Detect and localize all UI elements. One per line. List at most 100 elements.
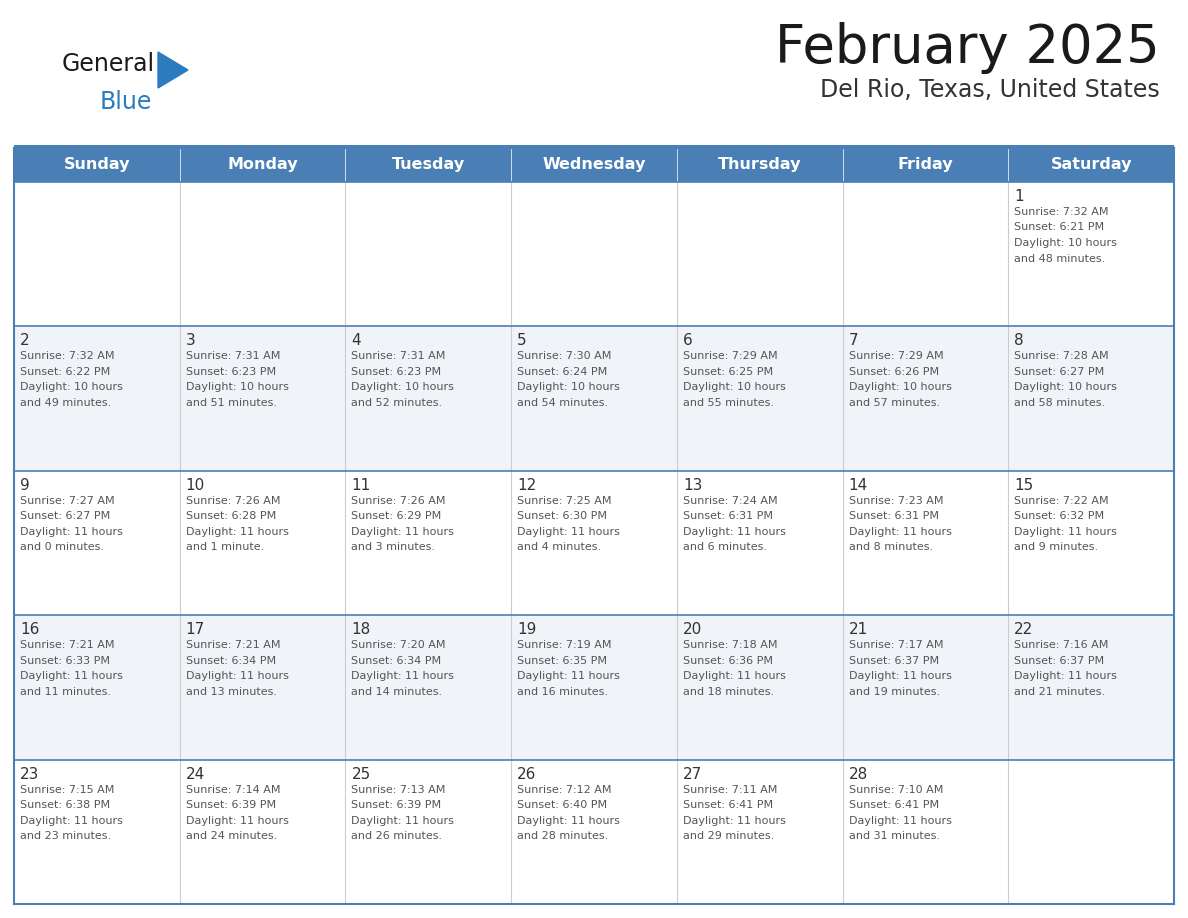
Text: Sunset: 6:23 PM: Sunset: 6:23 PM <box>352 367 442 377</box>
Text: Sunset: 6:21 PM: Sunset: 6:21 PM <box>1015 222 1105 232</box>
Text: 6: 6 <box>683 333 693 349</box>
Text: and 11 minutes.: and 11 minutes. <box>20 687 110 697</box>
Text: 16: 16 <box>20 622 39 637</box>
Text: and 55 minutes.: and 55 minutes. <box>683 397 773 408</box>
Text: Sunrise: 7:21 AM: Sunrise: 7:21 AM <box>185 640 280 650</box>
Text: Sunrise: 7:32 AM: Sunrise: 7:32 AM <box>20 352 114 362</box>
Text: Sunrise: 7:14 AM: Sunrise: 7:14 AM <box>185 785 280 795</box>
Text: Daylight: 10 hours: Daylight: 10 hours <box>1015 238 1117 248</box>
Text: Saturday: Saturday <box>1050 158 1132 173</box>
Text: Friday: Friday <box>898 158 953 173</box>
Text: Sunset: 6:38 PM: Sunset: 6:38 PM <box>20 800 110 810</box>
Text: Sunrise: 7:23 AM: Sunrise: 7:23 AM <box>848 496 943 506</box>
Text: Sunrise: 7:31 AM: Sunrise: 7:31 AM <box>185 352 280 362</box>
Text: and 6 minutes.: and 6 minutes. <box>683 543 767 553</box>
Text: 13: 13 <box>683 477 702 493</box>
Text: Sunrise: 7:32 AM: Sunrise: 7:32 AM <box>1015 207 1108 217</box>
Text: Daylight: 10 hours: Daylight: 10 hours <box>517 383 620 392</box>
Text: Daylight: 10 hours: Daylight: 10 hours <box>848 383 952 392</box>
Text: 8: 8 <box>1015 333 1024 349</box>
Text: and 1 minute.: and 1 minute. <box>185 543 264 553</box>
Text: 20: 20 <box>683 622 702 637</box>
Text: Daylight: 11 hours: Daylight: 11 hours <box>352 815 454 825</box>
Text: Monday: Monday <box>227 158 298 173</box>
Text: Sunrise: 7:29 AM: Sunrise: 7:29 AM <box>848 352 943 362</box>
Text: 18: 18 <box>352 622 371 637</box>
Text: Sunrise: 7:11 AM: Sunrise: 7:11 AM <box>683 785 777 795</box>
Text: 24: 24 <box>185 767 206 781</box>
Text: 9: 9 <box>20 477 30 493</box>
Text: Daylight: 10 hours: Daylight: 10 hours <box>185 383 289 392</box>
Text: and 52 minutes.: and 52 minutes. <box>352 397 443 408</box>
Text: Sunset: 6:22 PM: Sunset: 6:22 PM <box>20 367 110 377</box>
Text: and 29 minutes.: and 29 minutes. <box>683 831 775 841</box>
Text: Daylight: 11 hours: Daylight: 11 hours <box>185 527 289 537</box>
Text: 15: 15 <box>1015 477 1034 493</box>
Text: and 51 minutes.: and 51 minutes. <box>185 397 277 408</box>
Text: and 31 minutes.: and 31 minutes. <box>848 831 940 841</box>
Text: Wednesday: Wednesday <box>542 158 646 173</box>
Text: Daylight: 11 hours: Daylight: 11 hours <box>848 527 952 537</box>
Text: 7: 7 <box>848 333 858 349</box>
Text: Sunrise: 7:25 AM: Sunrise: 7:25 AM <box>517 496 612 506</box>
Text: Sunset: 6:36 PM: Sunset: 6:36 PM <box>683 655 773 666</box>
Text: 17: 17 <box>185 622 206 637</box>
Text: February 2025: February 2025 <box>776 22 1159 74</box>
Text: Daylight: 11 hours: Daylight: 11 hours <box>517 527 620 537</box>
Text: and 18 minutes.: and 18 minutes. <box>683 687 775 697</box>
Text: Sunrise: 7:21 AM: Sunrise: 7:21 AM <box>20 640 114 650</box>
Text: Sunset: 6:39 PM: Sunset: 6:39 PM <box>185 800 276 810</box>
Text: and 58 minutes.: and 58 minutes. <box>1015 397 1105 408</box>
Polygon shape <box>158 52 188 88</box>
Text: Sunrise: 7:30 AM: Sunrise: 7:30 AM <box>517 352 612 362</box>
Text: Daylight: 11 hours: Daylight: 11 hours <box>683 527 785 537</box>
Text: and 19 minutes.: and 19 minutes. <box>848 687 940 697</box>
Bar <box>14 471 1174 615</box>
Text: Sunrise: 7:12 AM: Sunrise: 7:12 AM <box>517 785 612 795</box>
Text: and 24 minutes.: and 24 minutes. <box>185 831 277 841</box>
Text: Sunday: Sunday <box>64 158 131 173</box>
Text: 22: 22 <box>1015 622 1034 637</box>
Text: Daylight: 11 hours: Daylight: 11 hours <box>848 671 952 681</box>
Text: and 0 minutes.: and 0 minutes. <box>20 543 105 553</box>
Bar <box>14 182 1174 327</box>
Text: Daylight: 11 hours: Daylight: 11 hours <box>683 815 785 825</box>
Text: 19: 19 <box>517 622 537 637</box>
Text: 10: 10 <box>185 477 206 493</box>
Text: Sunrise: 7:13 AM: Sunrise: 7:13 AM <box>352 785 446 795</box>
Text: Sunset: 6:23 PM: Sunset: 6:23 PM <box>185 367 276 377</box>
Text: and 26 minutes.: and 26 minutes. <box>352 831 443 841</box>
Text: Sunset: 6:26 PM: Sunset: 6:26 PM <box>848 367 939 377</box>
Text: Daylight: 11 hours: Daylight: 11 hours <box>517 671 620 681</box>
Text: 27: 27 <box>683 767 702 781</box>
Text: 3: 3 <box>185 333 196 349</box>
Text: Daylight: 10 hours: Daylight: 10 hours <box>20 383 122 392</box>
Bar <box>14 615 1174 759</box>
Text: Sunset: 6:34 PM: Sunset: 6:34 PM <box>352 655 442 666</box>
Text: Daylight: 10 hours: Daylight: 10 hours <box>683 383 785 392</box>
Text: and 57 minutes.: and 57 minutes. <box>848 397 940 408</box>
Text: Sunset: 6:25 PM: Sunset: 6:25 PM <box>683 367 773 377</box>
Bar <box>14 759 1174 904</box>
Text: 4: 4 <box>352 333 361 349</box>
Text: Sunset: 6:34 PM: Sunset: 6:34 PM <box>185 655 276 666</box>
Text: and 14 minutes.: and 14 minutes. <box>352 687 443 697</box>
Text: Sunset: 6:37 PM: Sunset: 6:37 PM <box>848 655 939 666</box>
Text: and 23 minutes.: and 23 minutes. <box>20 831 112 841</box>
Text: Daylight: 10 hours: Daylight: 10 hours <box>1015 383 1117 392</box>
Text: 25: 25 <box>352 767 371 781</box>
Text: Daylight: 11 hours: Daylight: 11 hours <box>20 671 122 681</box>
Text: Sunrise: 7:16 AM: Sunrise: 7:16 AM <box>1015 640 1108 650</box>
Text: Sunset: 6:28 PM: Sunset: 6:28 PM <box>185 511 276 521</box>
Text: Sunrise: 7:17 AM: Sunrise: 7:17 AM <box>848 640 943 650</box>
Text: Sunset: 6:29 PM: Sunset: 6:29 PM <box>352 511 442 521</box>
Text: General: General <box>62 52 156 76</box>
Text: Daylight: 11 hours: Daylight: 11 hours <box>1015 671 1117 681</box>
Text: 1: 1 <box>1015 189 1024 204</box>
Bar <box>14 327 1174 471</box>
Text: Del Rio, Texas, United States: Del Rio, Texas, United States <box>820 78 1159 102</box>
Text: Tuesday: Tuesday <box>392 158 465 173</box>
Bar <box>14 148 1174 182</box>
Text: Sunrise: 7:24 AM: Sunrise: 7:24 AM <box>683 496 777 506</box>
Text: and 21 minutes.: and 21 minutes. <box>1015 687 1105 697</box>
